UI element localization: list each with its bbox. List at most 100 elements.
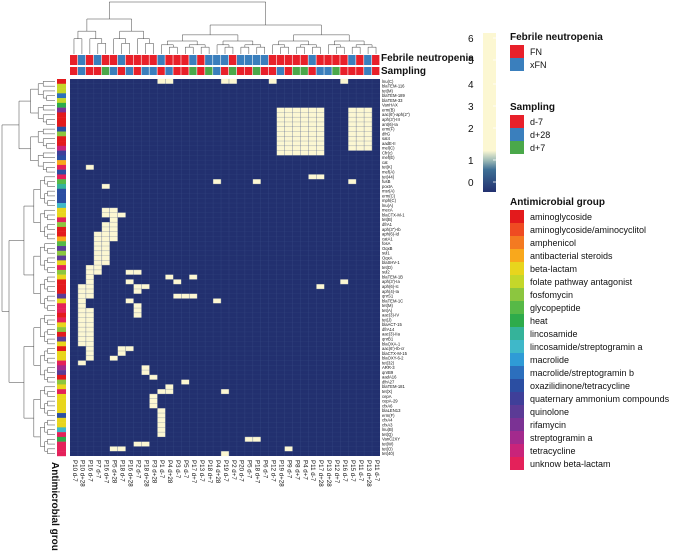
- colorbar-tick-label: 3: [468, 102, 474, 113]
- group-annotation-cell: [57, 269, 66, 275]
- row-label: VanC2XY: [382, 437, 400, 442]
- row-label: aac(3)-IIa: [382, 332, 401, 337]
- group-legend-swatch: [510, 223, 524, 236]
- group-legend-item-label: rifamycin: [530, 420, 566, 430]
- dendrogram-branch: [108, 1, 266, 25]
- heatmap-cell-high: [133, 288, 142, 294]
- group-annotation-cell: [57, 308, 66, 314]
- heatmap-cell-high: [244, 436, 253, 442]
- heatmap-cell-high: [364, 136, 373, 142]
- heatmap-cell-high: [316, 117, 325, 123]
- dendrogram-branch: [119, 30, 144, 39]
- group-annotation-cell: [57, 207, 66, 213]
- group-legend-swatch: [510, 418, 524, 431]
- febrile-annotation-cell: [348, 55, 356, 65]
- group-legend-swatch: [510, 275, 524, 288]
- row-label: erm(F): [382, 127, 395, 132]
- row-label: cfxA3: [382, 422, 393, 427]
- heatmap-cell-high: [85, 346, 94, 352]
- group-annotation-cell: [57, 427, 66, 433]
- column-label: P18 d-7: [118, 460, 125, 482]
- dendrogram-branch: [46, 167, 55, 173]
- row-label: aph(6)-Id: [382, 232, 400, 237]
- row-label: cepA: [382, 394, 392, 399]
- dendrogram-branch: [47, 400, 55, 407]
- column-dendrogram: [73, 1, 377, 54]
- dendrogram-branch: [272, 44, 285, 54]
- dendrogram-branch: [47, 391, 55, 397]
- group-annotation-cell: [57, 441, 66, 447]
- heatmap-cell-high: [284, 145, 293, 151]
- dendrogram-branch: [137, 38, 150, 54]
- row-label: mef(E): [382, 155, 395, 160]
- dendrogram-branch: [312, 46, 321, 54]
- heatmap-cell-high: [109, 446, 118, 452]
- row-label: Cfr(c): [382, 150, 393, 155]
- dendrogram-branch: [46, 95, 55, 101]
- group-annotation-cell: [57, 398, 66, 404]
- column-label: P2 d+7: [230, 460, 237, 480]
- heatmap-cell-high: [109, 212, 118, 218]
- dendrogram-branch: [44, 226, 48, 237]
- febrile-annotation-cell: [165, 55, 173, 65]
- heatmap-cell-high: [308, 150, 317, 156]
- heatmap-cell-high: [284, 140, 293, 146]
- sampling-annotation-cell: [181, 67, 189, 75]
- column-label: P2 d-7: [134, 460, 141, 479]
- group-annotation-cell: [57, 193, 66, 199]
- sampling-annotation-cell: [228, 67, 237, 75]
- column-label: P10 d+28: [79, 460, 86, 487]
- febrile-annotation-cell: [77, 55, 86, 65]
- febrile-annotation-cell: [300, 55, 308, 65]
- row-label: dfrG: [382, 131, 390, 136]
- dendrogram-branch: [37, 131, 44, 143]
- heatmap-cell-high: [93, 245, 102, 251]
- heatmap-cell-high: [356, 117, 365, 123]
- heatmap-cell-high: [157, 408, 166, 414]
- heatmap-cell-high: [117, 346, 126, 352]
- heatmap-cell-high: [292, 145, 301, 151]
- sampling-annotation-cell: [70, 67, 78, 75]
- group-annotation-cell: [57, 365, 66, 371]
- sampling-annotation-cell: [340, 67, 348, 75]
- heatmap-cell-high: [85, 279, 94, 285]
- sampling-annotation-cell: [109, 67, 118, 75]
- heatmap-cell-high: [316, 150, 325, 156]
- group-annotation-cell: [57, 107, 66, 113]
- group-legend-title: Antimicrobial group: [510, 197, 605, 208]
- sampling-annotation-cell: [244, 67, 253, 75]
- dendrogram-branch: [47, 377, 55, 383]
- dendrogram-branch: [47, 200, 55, 206]
- column-label: P20 d-7: [238, 460, 245, 482]
- group-annotation-cell: [57, 188, 66, 194]
- column-label: P12 d-7: [270, 460, 277, 482]
- febrile-legend-swatch: [510, 58, 524, 71]
- row-label: aph(4)-Ia: [382, 289, 400, 294]
- heatmap-cell-high: [77, 293, 86, 299]
- column-label: P11 d-7: [309, 460, 316, 482]
- column-label: P18 d+7: [206, 460, 213, 484]
- heatmap-cell-high: [181, 293, 190, 299]
- column-label: P7 d-7: [95, 460, 102, 479]
- column-label: P9 d-7: [285, 460, 292, 479]
- heatmap-cell-high: [284, 107, 293, 113]
- group-legend-item-label: macrolide: [530, 355, 569, 365]
- sampling-annotation-cell: [236, 67, 245, 75]
- heatmap-cell-high: [308, 131, 317, 137]
- legend: Febrile neutropenia FN xFN Sampling d-7 d+28 d…: [510, 32, 670, 470]
- heatmap-cell-high: [85, 327, 94, 333]
- group-annotation-cell: [57, 351, 66, 356]
- group-legend-item-label: lincosamide/streptogramin a: [530, 342, 643, 352]
- heatmap-cell-high: [133, 312, 142, 318]
- febrile-annotation-cell: [236, 55, 245, 65]
- heatmap-cell-high: [308, 112, 317, 118]
- heatmap-cell-high: [292, 107, 301, 113]
- row-label: blaACT-15: [382, 322, 402, 327]
- heatmap-cell-high: [348, 145, 357, 151]
- group-legend-item-label: streptogramin a: [530, 433, 593, 443]
- heatmap-cell-high: [149, 398, 158, 404]
- group-legend-swatch: [510, 262, 524, 275]
- heatmap-cell-high: [85, 269, 94, 275]
- column-label: P5 d-7: [246, 460, 253, 479]
- sampling-annotation-cell: [268, 67, 277, 75]
